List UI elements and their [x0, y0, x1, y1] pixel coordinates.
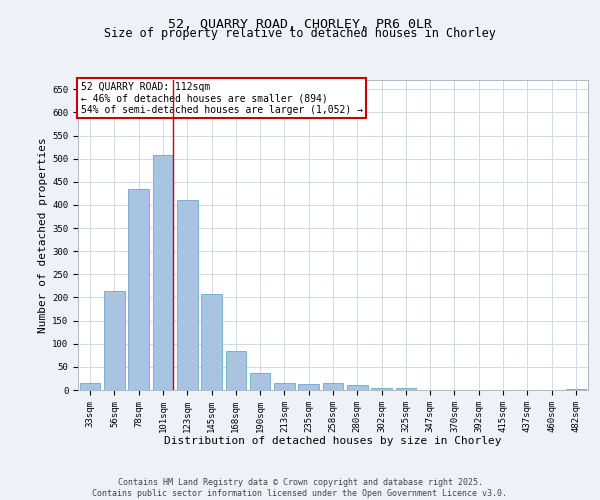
Y-axis label: Number of detached properties: Number of detached properties — [38, 137, 48, 333]
Bar — [104, 290, 125, 390]
Bar — [566, 388, 586, 390]
Text: 52 QUARRY ROAD: 112sqm
← 46% of detached houses are smaller (894)
54% of semi-de: 52 QUARRY ROAD: 112sqm ← 46% of detached… — [80, 82, 362, 115]
Bar — [201, 294, 222, 390]
Bar — [274, 383, 295, 390]
Bar — [128, 188, 149, 390]
Bar — [177, 200, 197, 390]
Bar — [250, 373, 271, 390]
Bar — [371, 388, 392, 390]
Bar — [395, 388, 416, 390]
X-axis label: Distribution of detached houses by size in Chorley: Distribution of detached houses by size … — [164, 436, 502, 446]
Bar — [347, 386, 368, 390]
Bar — [152, 156, 173, 390]
Text: Size of property relative to detached houses in Chorley: Size of property relative to detached ho… — [104, 28, 496, 40]
Bar — [323, 383, 343, 390]
Bar — [298, 384, 319, 390]
Text: Contains HM Land Registry data © Crown copyright and database right 2025.
Contai: Contains HM Land Registry data © Crown c… — [92, 478, 508, 498]
Bar — [80, 383, 100, 390]
Text: 52, QUARRY ROAD, CHORLEY, PR6 0LR: 52, QUARRY ROAD, CHORLEY, PR6 0LR — [168, 18, 432, 30]
Bar — [226, 351, 246, 390]
